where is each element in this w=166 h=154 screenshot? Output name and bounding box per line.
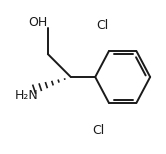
Text: OH: OH (28, 16, 47, 28)
Text: Cl: Cl (92, 124, 104, 137)
Text: H₂N: H₂N (14, 89, 38, 102)
Text: Cl: Cl (97, 19, 109, 32)
